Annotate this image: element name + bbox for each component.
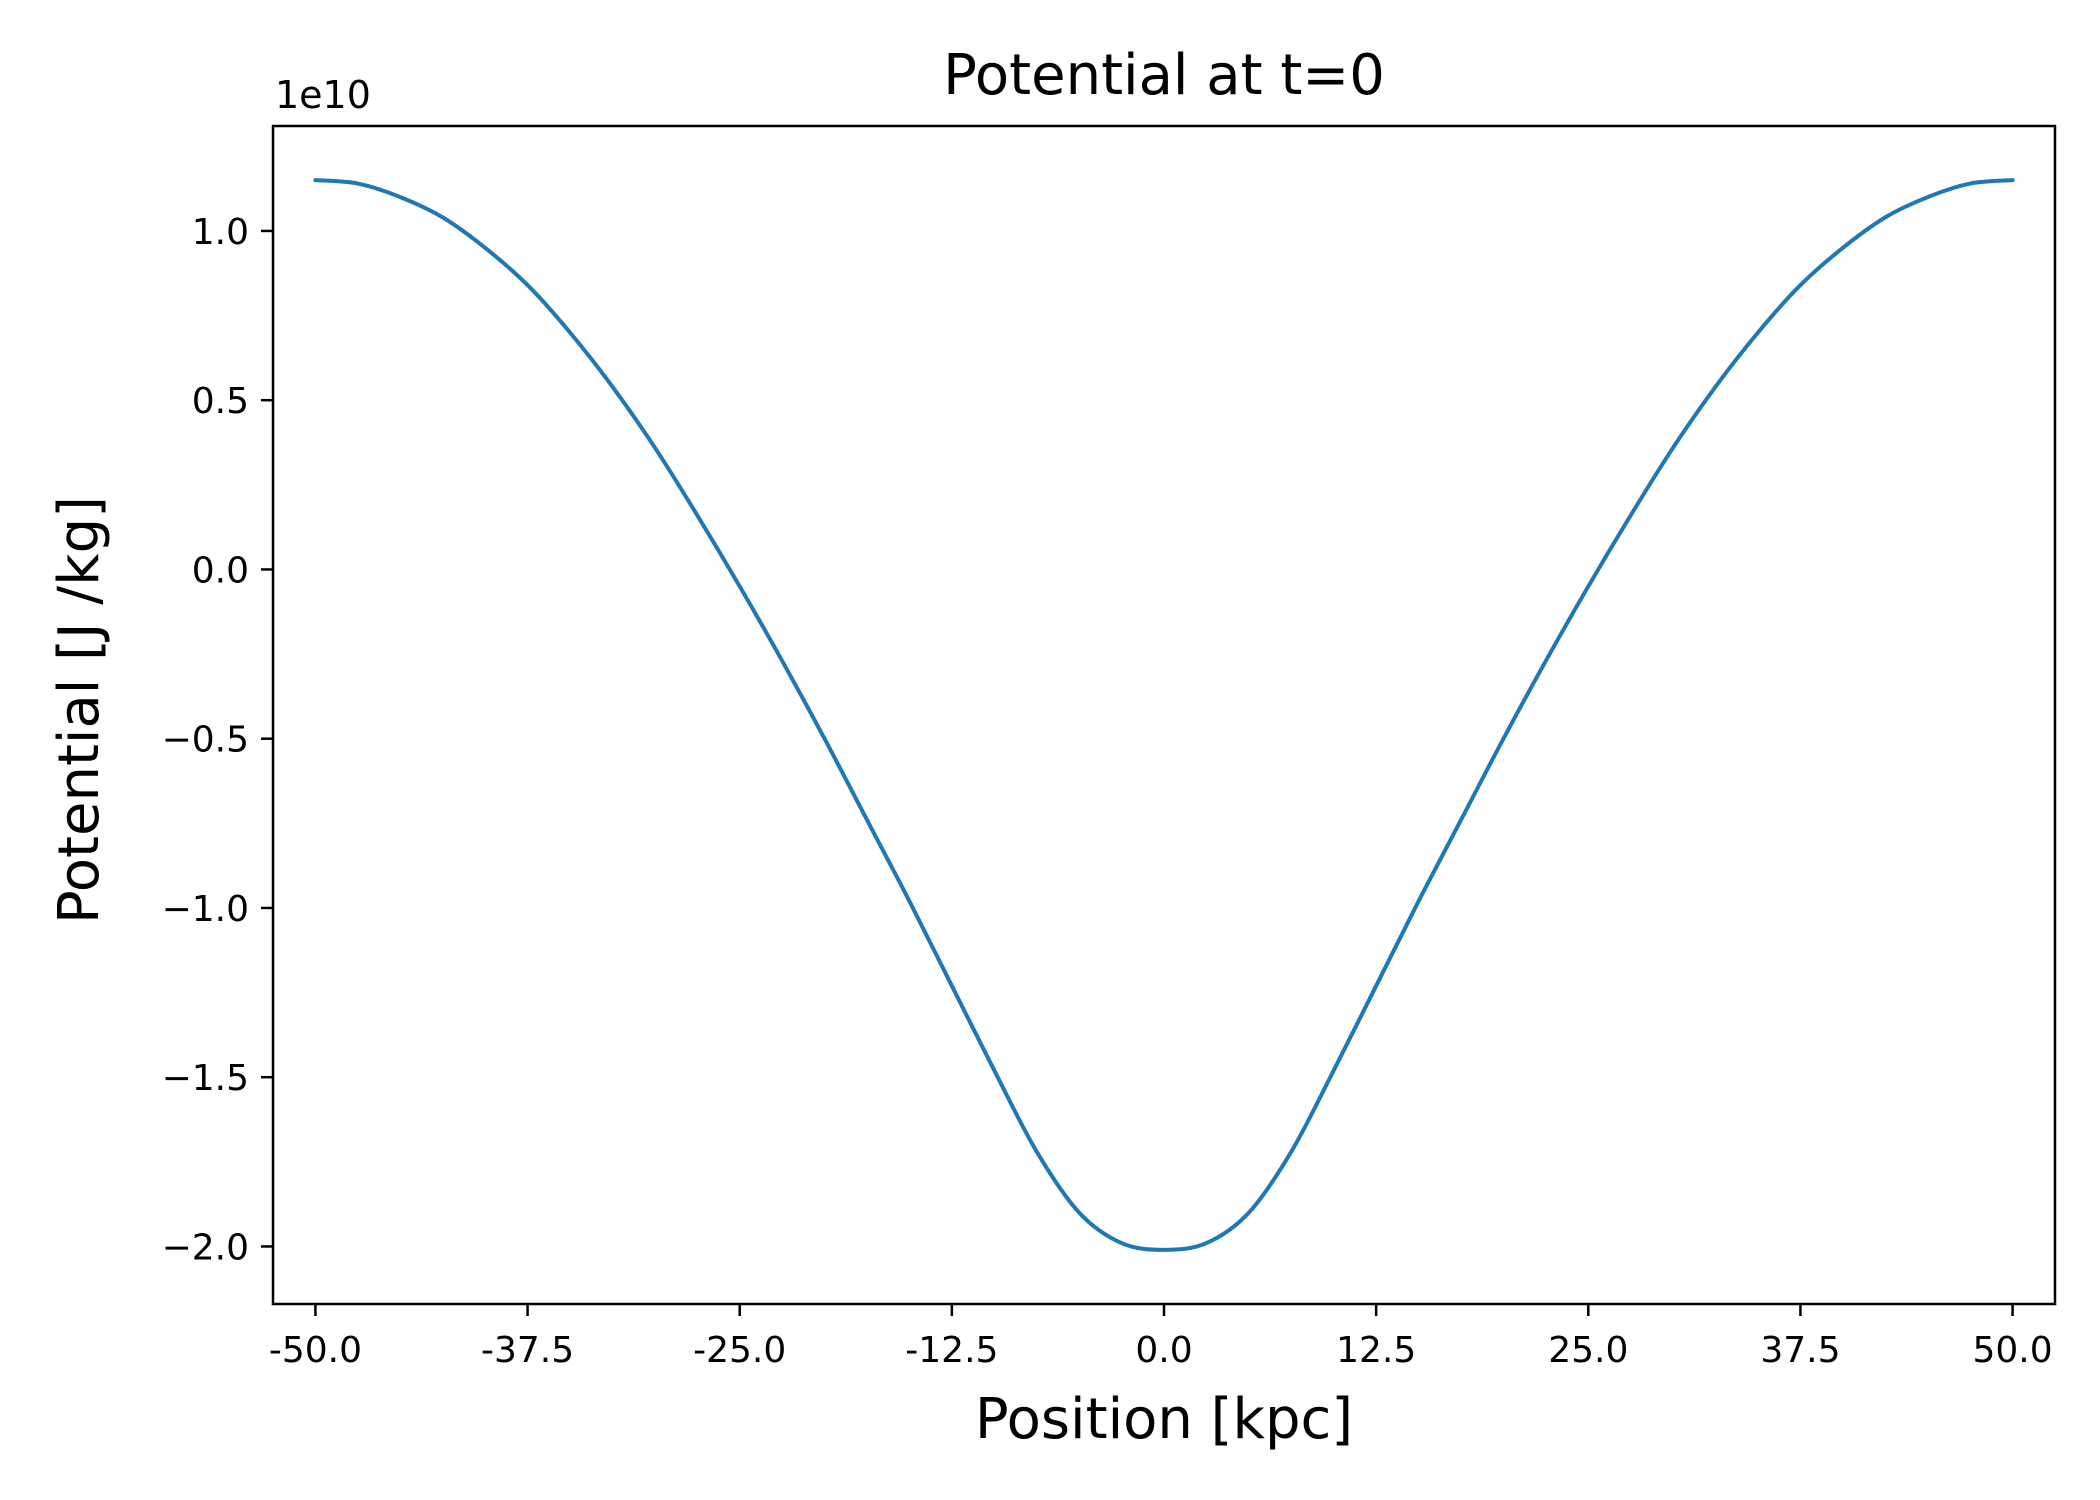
x-tick-label: 50.0	[1972, 1330, 2052, 1371]
y-tick-label: 1.0	[192, 212, 249, 253]
x-axis-ticks: -50.0 -37.5 -25.0 -12.5 0.0 12.5 25.0 37.5 50.0	[269, 1304, 2053, 1371]
potential-curve	[313, 178, 2015, 1252]
x-tick-label: -25.0	[693, 1330, 786, 1371]
x-tick-label: -12.5	[905, 1330, 998, 1371]
x-tick-label: -50.0	[269, 1330, 362, 1371]
y-tick-label: 0.0	[192, 550, 249, 591]
y-tick-label: −2.0	[162, 1227, 249, 1268]
y-tick-label: −1.0	[162, 889, 249, 930]
y-axis-ticks: 1.0 0.5 0.0 −0.5 −1.0 −1.5 −2.0	[162, 212, 273, 1268]
y-axis-label: Potential [J /kg]	[47, 496, 112, 924]
y-tick-label: 0.5	[192, 381, 249, 422]
y-tick-label: −1.5	[162, 1058, 249, 1099]
y-offset-label: 1e10	[275, 73, 371, 117]
x-tick-label: -37.5	[481, 1330, 574, 1371]
chart-title: Potential at t=0	[943, 43, 1385, 108]
x-tick-label: 25.0	[1548, 1330, 1628, 1371]
plot-area-frame	[271, 124, 2057, 1306]
x-tick-label: 12.5	[1336, 1330, 1416, 1371]
x-tick-label: 0.0	[1135, 1330, 1192, 1371]
y-tick-label: −0.5	[162, 720, 249, 761]
x-axis-label: Position [kpc]	[975, 1387, 1353, 1452]
x-tick-label: 37.5	[1760, 1330, 1840, 1371]
